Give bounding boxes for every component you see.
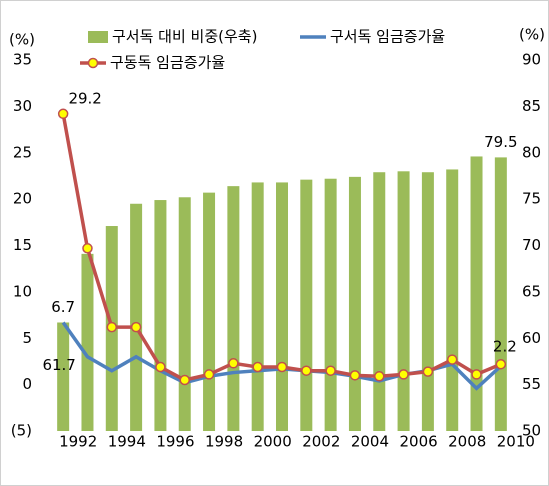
y2-tick-label: 80 bbox=[522, 143, 541, 161]
marker bbox=[155, 361, 166, 373]
y2-tick-label: 50 bbox=[522, 422, 541, 440]
y-tick-label: 0 bbox=[22, 375, 32, 393]
y-tick-label: 10 bbox=[13, 282, 32, 300]
marker bbox=[228, 358, 239, 369]
bar bbox=[348, 176, 361, 431]
marker bbox=[203, 369, 215, 380]
bar bbox=[421, 172, 434, 432]
y-tick-label: 35 bbox=[13, 51, 32, 69]
marker bbox=[349, 370, 361, 381]
bar bbox=[276, 182, 288, 431]
marker bbox=[398, 369, 409, 380]
marker bbox=[57, 108, 69, 120]
y-tick-label: 5 bbox=[22, 329, 32, 347]
y2-tick-label: 70 bbox=[522, 236, 541, 254]
y-axis-label: (%) bbox=[9, 31, 35, 49]
legend-label: 구서독 임금증가율 bbox=[330, 28, 445, 46]
bar bbox=[251, 182, 264, 431]
data-label: 61.7 bbox=[42, 356, 75, 374]
x-tick-label: 2010 bbox=[497, 433, 535, 451]
bar bbox=[154, 200, 167, 431]
y-tick-label: 20 bbox=[13, 190, 32, 208]
bar bbox=[81, 253, 94, 431]
marker bbox=[130, 321, 142, 333]
data-label: 79.5 bbox=[484, 133, 517, 151]
y-tick-label: 15 bbox=[13, 236, 32, 254]
bar bbox=[373, 172, 386, 432]
y-tick-label: 25 bbox=[13, 143, 32, 161]
marker bbox=[374, 371, 385, 382]
y2-tick-label: 60 bbox=[522, 329, 541, 347]
x-tick-label: 2008 bbox=[448, 433, 486, 451]
marker bbox=[82, 243, 93, 254]
bar bbox=[397, 171, 410, 432]
marker bbox=[471, 369, 482, 380]
data-label: 2.2 bbox=[493, 338, 517, 356]
legend-marker bbox=[87, 57, 99, 69]
marker bbox=[495, 358, 507, 370]
legend-swatch bbox=[88, 31, 108, 43]
x-tick-label: 1998 bbox=[205, 433, 243, 451]
x-tick-label: 2004 bbox=[351, 433, 389, 451]
bar bbox=[324, 178, 337, 431]
x-tick-label: 2002 bbox=[302, 433, 340, 451]
bar bbox=[470, 156, 483, 431]
bar bbox=[494, 157, 507, 431]
y2-tick-label: 75 bbox=[522, 190, 541, 208]
x-tick-label: 2006 bbox=[399, 433, 437, 451]
x-tick-label: 1992 bbox=[59, 433, 97, 451]
y2-tick-label: 90 bbox=[522, 51, 541, 69]
marker bbox=[422, 366, 434, 377]
marker bbox=[252, 361, 263, 373]
marker bbox=[325, 365, 336, 376]
bar bbox=[227, 186, 240, 431]
y-tick-label: (5) bbox=[11, 422, 32, 440]
bar bbox=[446, 169, 459, 431]
marker bbox=[179, 374, 190, 386]
marker bbox=[301, 365, 312, 376]
bar bbox=[203, 192, 216, 431]
y2-tick-label: 55 bbox=[522, 375, 541, 393]
bar bbox=[300, 179, 313, 431]
y2-tick-label: 85 bbox=[522, 97, 541, 115]
bar bbox=[57, 322, 70, 431]
y2-tick-label: 65 bbox=[522, 282, 541, 300]
data-label: 29.2 bbox=[68, 89, 101, 107]
x-tick-label: 1994 bbox=[108, 433, 146, 451]
legend-label: 구동독 임금증가율 bbox=[110, 54, 225, 72]
data-label: 6.7 bbox=[51, 298, 75, 316]
marker bbox=[446, 354, 458, 365]
x-tick-label: 1996 bbox=[156, 433, 194, 451]
x-tick-label: 2000 bbox=[254, 433, 292, 451]
y-tick-label: 30 bbox=[13, 97, 32, 115]
marker bbox=[106, 321, 118, 333]
bar bbox=[130, 203, 143, 431]
bar bbox=[178, 197, 191, 431]
marker bbox=[276, 361, 288, 373]
y2-axis-label: (%) bbox=[519, 26, 545, 44]
legend-label: 구서독 대비 비중(우축) bbox=[112, 28, 257, 46]
